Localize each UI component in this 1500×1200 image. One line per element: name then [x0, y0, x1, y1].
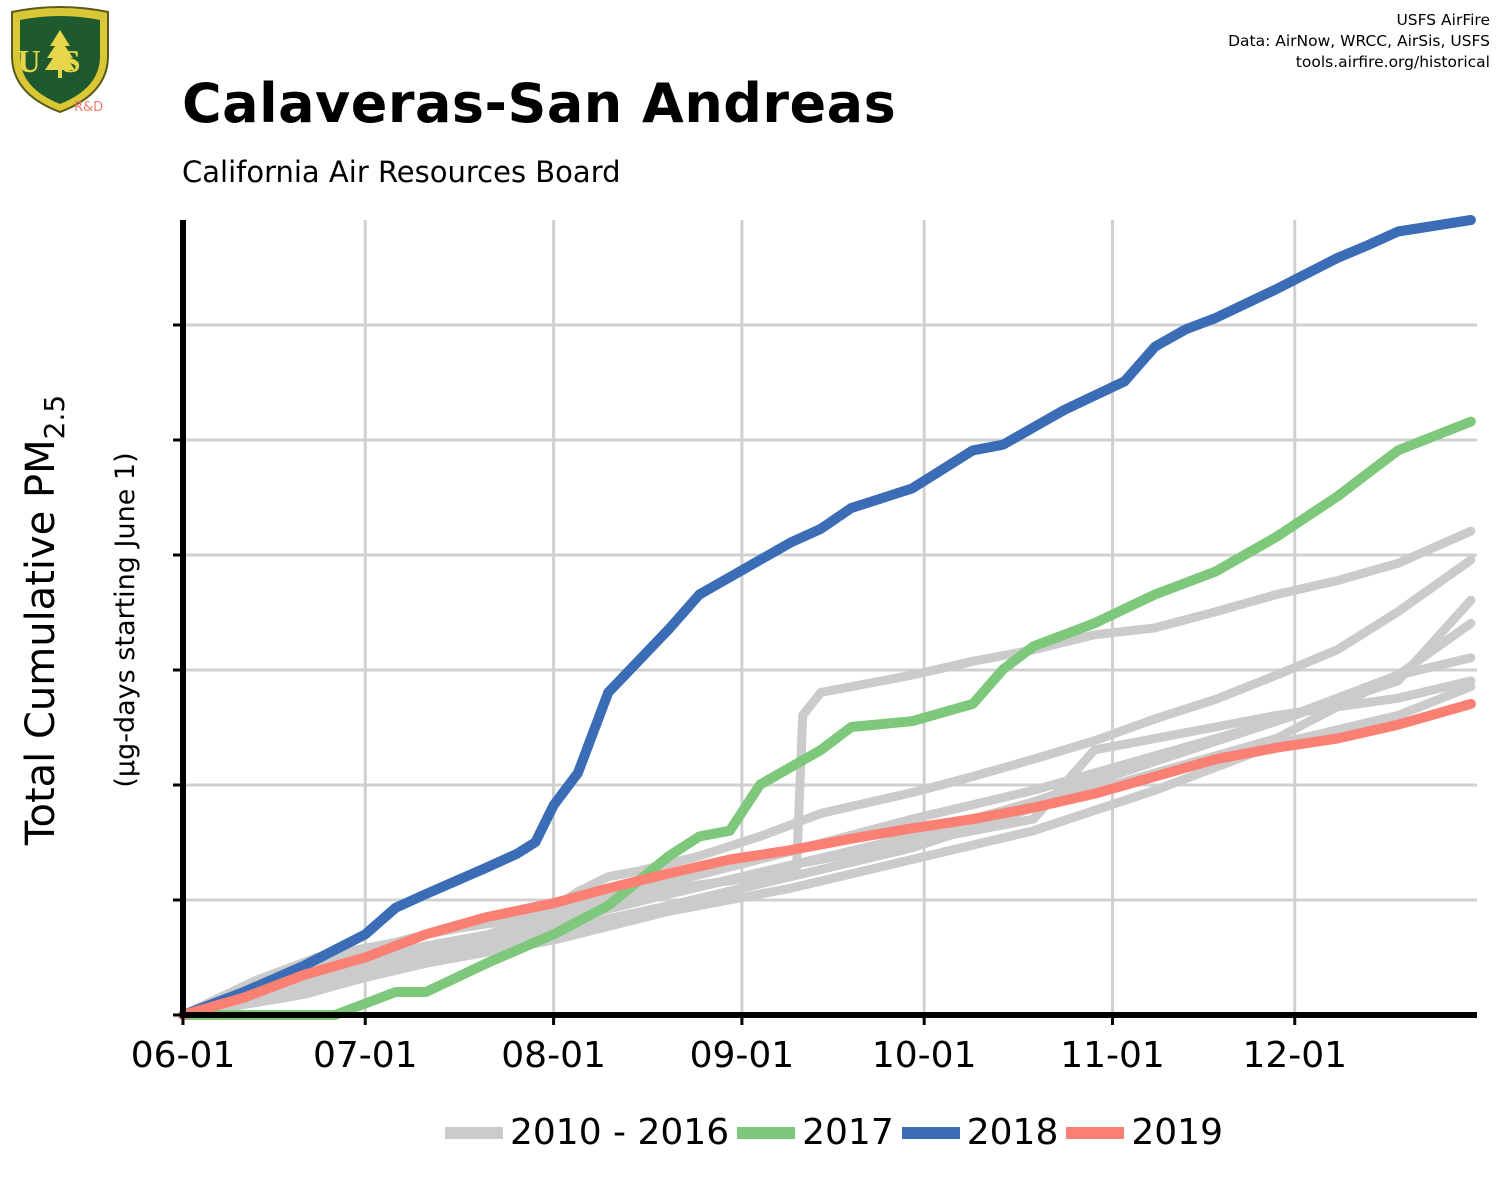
series-line-2018: [178, 215, 1476, 1020]
x-tick-label: 06-01: [131, 1035, 236, 1076]
logo-division-label: R&D: [74, 100, 104, 115]
credits: USFS AirFire Data: AirNow, WRCC, AirSis,…: [1228, 10, 1490, 73]
tree-icon: [45, 30, 75, 78]
legend-label: 2017: [802, 1112, 894, 1153]
legend-swatch: [445, 1126, 503, 1139]
chart-subtitle: California Air Resources Board: [182, 155, 621, 189]
series-line-2010-2016: [178, 682, 1476, 1020]
legend-item: 2017: [737, 1112, 894, 1153]
logo-letter-u: US: [18, 43, 103, 79]
series-line-2010-2016: [178, 676, 1476, 1020]
x-tick-labels: 06-01 07-01 08-01 09-01 10-01 11-01 12-01: [131, 1035, 1347, 1076]
credits-line-2: Data: AirNow, WRCC, AirSis, USFS: [1228, 32, 1490, 50]
chart-title: Calaveras-San Andreas: [182, 72, 897, 135]
usfs-shield-logo: US: [11, 6, 109, 114]
x-tick-label: 12-01: [1242, 1035, 1347, 1076]
series-line-2019: [178, 698, 1476, 1020]
x-tick-label: 08-01: [501, 1035, 606, 1076]
legend-swatch: [901, 1126, 960, 1139]
x-tick-label: 09-01: [690, 1035, 795, 1076]
y-axis-sublabel: (µg-days starting June 1): [110, 452, 141, 787]
x-tick-label: 11-01: [1060, 1035, 1165, 1076]
series-line-2017: [178, 416, 1476, 1020]
legend-item: 2019: [1066, 1112, 1223, 1153]
legend-label: 2018: [966, 1112, 1059, 1153]
credits-line-3: tools.airfire.org/historical: [1295, 53, 1490, 71]
x-tick-label: 07-01: [313, 1035, 418, 1076]
credits-line-1: USFS AirFire: [1396, 11, 1490, 29]
series-lines: [178, 215, 1476, 1020]
legend: 2010 - 2016 2017 2018 2019: [445, 1112, 1231, 1153]
y-axis-label: Total Cumulative PM2.5: [18, 395, 71, 846]
legend-label: 2010 - 2016: [510, 1112, 730, 1153]
y-axis-label-subscript: 2.5: [38, 395, 71, 440]
legend-label: 2019: [1131, 1112, 1223, 1153]
axes: [173, 220, 1477, 1025]
legend-item: 2010 - 2016: [445, 1112, 729, 1153]
legend-item: 2018: [901, 1112, 1059, 1153]
legend-swatch: [737, 1126, 796, 1139]
series-line-2010-2016: [178, 653, 1476, 1020]
grid-lines: [183, 220, 1477, 1015]
y-axis-label-main: Total Cumulative PM: [18, 439, 64, 846]
legend-swatch: [1066, 1126, 1125, 1139]
x-tick-label: 10-01: [872, 1035, 977, 1076]
